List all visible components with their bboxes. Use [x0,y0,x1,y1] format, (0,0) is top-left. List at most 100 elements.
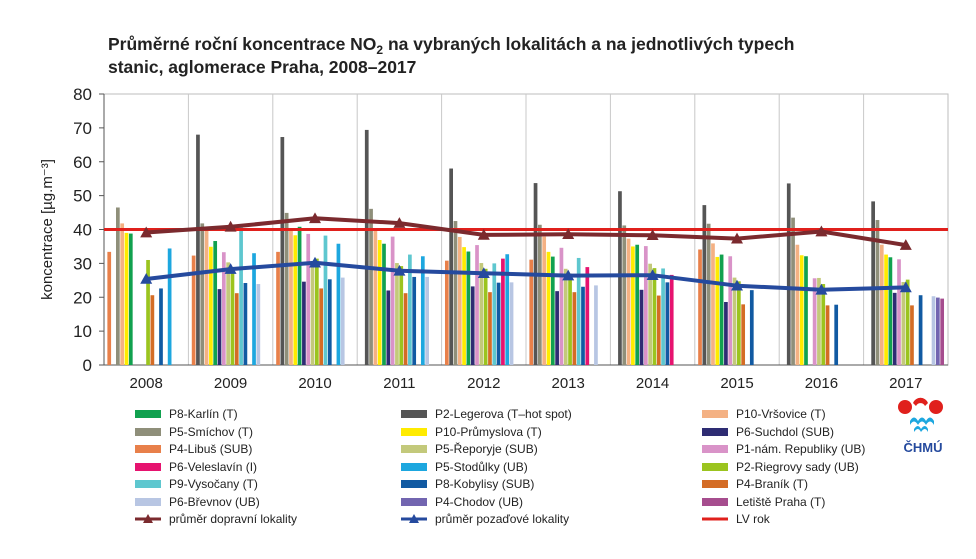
bar [559,247,564,365]
bar [217,289,222,365]
legend-item: P5-Řeporyje (SUB) [401,441,538,457]
x-tick-label: 2017 [889,375,922,392]
legend-line-swatch [702,517,728,521]
bar [648,263,652,365]
legend-item: průměr dopravní lokality [135,511,297,527]
bar [795,244,800,365]
bar [483,268,488,365]
legend-swatch [135,427,161,436]
x-tick-label: 2013 [552,375,585,392]
line-marker [477,267,490,278]
bar [408,254,412,365]
line-marker [309,256,321,268]
bar [479,263,484,365]
bar [546,251,551,365]
bar [812,278,817,365]
legend-label: P6-Veleslavín (I) [169,459,258,474]
bar [159,288,163,365]
bar [618,191,622,365]
bar [656,295,661,365]
legend-label: P10-Průmyslova (T) [435,424,542,439]
bar [213,241,218,365]
legend-item: P2-Riegrovy sady (UB) [702,459,859,475]
legend-item: P4-Braník (T) [702,476,808,492]
bar [191,255,196,365]
legend-item: P6-Břevnov (UB) [135,494,260,510]
chart-legend: P8-Karlín (T) P5-Smíchov (T) P4-Libuš (SUB… [135,406,955,556]
line-marker [224,263,237,274]
bar [538,224,542,365]
bar [457,236,462,365]
chart-svg: 0 10 20 30 40 50 60 70 80 koncentrace [µg.m⁻³] 200… [39,85,949,392]
bar [529,259,534,365]
legend-swatch [401,410,427,418]
bar [635,244,640,365]
legend-label: P4-Chodov (UB) [435,494,524,509]
line-marker [224,220,237,232]
legend-swatch [135,480,161,488]
legend-label: průměr pozaďové lokality [435,512,570,526]
bar [462,247,466,365]
bar [905,279,910,365]
bar [728,256,733,365]
legend-label: P6-Suchdol (SUB) [736,424,835,439]
bar [940,298,945,365]
title-line2: stanic, aglomerace Praha, 2008–2017 [108,57,417,77]
logo-blue-waves [910,417,934,425]
bar [289,228,293,365]
y-tick-label: 0 [83,356,92,375]
bar [661,268,665,365]
bar [834,304,839,365]
bar [505,254,510,365]
bar [875,220,880,365]
bar [931,296,936,365]
bar [550,256,555,365]
bar [390,236,395,365]
bar [466,251,471,365]
bar [124,232,129,365]
bar [226,262,230,365]
legend-swatch [135,445,161,453]
y-tick-label: 20 [73,288,92,307]
bar [280,137,285,365]
legend-label: P8-Karlín (T) [169,407,238,421]
logo-blue-waves-small [914,426,928,432]
legend-swatch [135,462,161,471]
legend-label: P4-Libuš (SUB) [169,442,253,456]
line-marker [309,212,321,224]
line-marker [815,225,828,237]
legend-swatch [401,427,427,436]
legend-item: LV rok [702,511,770,527]
bar [120,223,125,365]
legend-label: průměr dopravní lokality [169,512,298,526]
logo-red-arc [913,397,928,406]
legend-item: P4-Chodov (UB) [401,494,523,510]
bar [594,285,598,365]
legend-swatch [135,410,161,418]
legend-swatch [401,480,427,488]
y-tick-label: 40 [73,221,92,240]
bar [791,217,795,365]
y-tick-label: 30 [73,254,92,273]
bar [340,277,345,365]
y-tick-label: 70 [73,119,92,138]
bar [221,252,226,365]
x-tick-label: 2008 [130,375,163,392]
legend-swatch [702,410,728,418]
bar [749,290,754,365]
legend-label: P2-Legerova (T–hot spot) [435,407,572,421]
bar [821,284,826,365]
legend-line-swatch [401,514,427,523]
legend-item: P1-nám. Republiky (UB) [702,441,865,457]
bar [336,243,341,365]
bar [665,282,670,365]
bar [488,292,492,365]
chmu-logo-text: ČHMÚ [903,440,943,455]
bar [639,289,644,365]
bar [871,201,875,365]
bar [888,257,893,365]
bar [936,297,940,365]
bar [470,286,475,365]
bar [209,246,213,365]
legend-swatch [702,427,728,436]
